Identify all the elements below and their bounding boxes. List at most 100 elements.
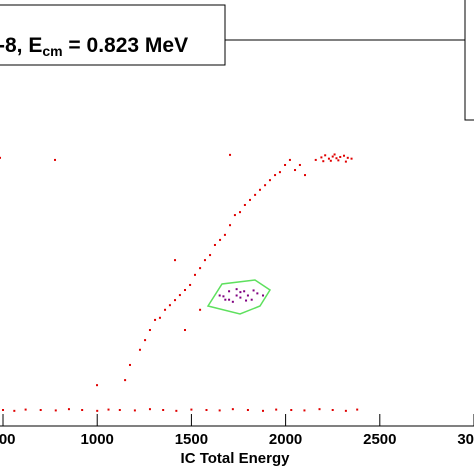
point [39, 409, 42, 412]
point [261, 409, 264, 412]
point [148, 329, 151, 332]
x-tick-label: 2000 [269, 431, 302, 448]
point [284, 163, 287, 166]
point [304, 174, 307, 177]
point [133, 409, 136, 412]
point [199, 267, 202, 270]
point [256, 292, 259, 295]
point [331, 409, 334, 412]
point [67, 408, 70, 411]
point [239, 296, 242, 299]
point [124, 379, 127, 382]
point [229, 153, 232, 156]
point [54, 158, 57, 161]
point [118, 409, 121, 412]
point [178, 294, 181, 297]
point [107, 408, 110, 411]
stats-box [464, 0, 474, 121]
point [213, 243, 216, 246]
point [337, 159, 340, 162]
point [199, 308, 202, 311]
point [175, 409, 178, 412]
title-part: -8, E [0, 34, 42, 57]
point [290, 409, 293, 412]
point [243, 203, 246, 206]
point [174, 259, 177, 262]
point [164, 308, 167, 311]
point [138, 348, 141, 351]
point [96, 409, 99, 412]
x-tick-label: 2500 [363, 431, 396, 448]
point [209, 254, 212, 257]
point [356, 408, 359, 411]
point [261, 294, 264, 297]
point [239, 291, 242, 294]
point [322, 160, 325, 163]
title-subscript: cm [42, 43, 62, 59]
point [224, 298, 227, 301]
point [189, 283, 192, 286]
point [239, 211, 242, 214]
point [0, 156, 1, 159]
point [231, 408, 234, 411]
point [350, 157, 353, 160]
point [218, 409, 221, 412]
point [229, 224, 232, 227]
x-tick-label: 3000 [457, 431, 474, 448]
point [2, 409, 5, 412]
point [331, 155, 334, 158]
point [223, 233, 226, 236]
point [184, 289, 187, 292]
point [228, 290, 231, 293]
point [294, 169, 297, 172]
gate-contour [206, 279, 272, 315]
point [205, 409, 208, 412]
point [303, 409, 306, 412]
point [233, 214, 236, 217]
point [96, 384, 99, 387]
point [268, 179, 271, 182]
point [162, 409, 165, 412]
point [228, 298, 231, 301]
point [81, 409, 84, 412]
x-tick-label: 500 [0, 431, 16, 448]
point [327, 157, 330, 160]
point [190, 408, 193, 411]
point [243, 290, 246, 293]
point [339, 155, 342, 158]
point [278, 171, 281, 174]
point [24, 408, 27, 411]
point [184, 329, 187, 332]
point [329, 159, 332, 162]
point [250, 298, 253, 301]
point [245, 299, 248, 302]
point [318, 408, 321, 411]
point [168, 304, 171, 307]
point [346, 156, 349, 159]
x-axis-title: IC Total Energy [181, 450, 291, 467]
point [203, 259, 206, 262]
point [288, 158, 291, 161]
x-tick-label: 1000 [81, 431, 114, 448]
point [275, 408, 278, 411]
point [193, 273, 196, 276]
point [314, 158, 317, 161]
point [128, 363, 131, 366]
point [264, 184, 267, 187]
point [274, 174, 277, 177]
point [218, 294, 221, 297]
point [258, 188, 261, 191]
point [335, 157, 338, 160]
title-part: = 0.823 MeV [63, 34, 189, 57]
point [231, 300, 234, 303]
point [343, 154, 346, 157]
point [246, 294, 249, 297]
point [219, 238, 222, 241]
point [144, 339, 147, 342]
point [298, 163, 301, 166]
point [344, 160, 347, 163]
point [174, 299, 177, 302]
